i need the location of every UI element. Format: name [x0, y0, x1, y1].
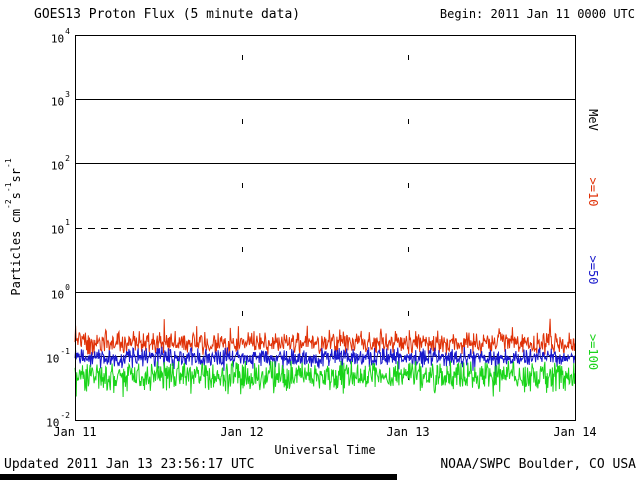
y-tick-base: 10 — [50, 159, 65, 173]
begin-time-label: Begin: 2011 Jan 11 0000 UTC — [439, 7, 635, 21]
y-axis-title-sup: -1 — [4, 158, 13, 168]
y-tick-exp: -2 — [60, 411, 70, 420]
series-label-ge50: >=50 — [586, 255, 600, 285]
trace-series-0 — [74, 318, 576, 356]
y-tick-1e4: 104 — [20, 27, 70, 46]
source-attribution: NOAA/SWPC Boulder, CO USA — [440, 457, 636, 472]
y-tick-1e0: 100 — [20, 283, 70, 302]
y-axis-title: Particles cm-2s-1sr-1 — [4, 107, 24, 347]
series-label-ge100: >=100 — [586, 333, 600, 371]
plot-frame — [75, 35, 576, 421]
y-tick-1e1: 101 — [20, 218, 70, 237]
x-tick-jan12: Jan 12 — [220, 425, 264, 439]
y-tick-base: 10 — [50, 288, 65, 302]
y-tick-exp: 4 — [65, 27, 70, 36]
y-tick-1e-2: 10-2 — [20, 411, 70, 430]
x-tick-jan11: Jan 11 — [53, 425, 97, 439]
y-tick-1e3: 103 — [20, 90, 70, 109]
series-label-ge10: >=10 — [586, 177, 600, 207]
trace-series-2 — [74, 360, 576, 398]
x-tick-jan14: Jan 14 — [553, 425, 597, 439]
chart-title: GOES13 Proton Flux (5 minute data) — [34, 7, 301, 22]
y-tick-exp: 3 — [65, 90, 70, 99]
y-axis-title-sup: -2 — [4, 199, 13, 209]
updated-timestamp: Updated 2011 Jan 13 23:56:17 UTC — [4, 457, 255, 472]
y-tick-exp: 1 — [65, 218, 70, 227]
y-axis-title-text: sr — [9, 167, 23, 183]
y-tick-base: 10 — [50, 223, 65, 237]
x-tick-jan13: Jan 13 — [386, 425, 430, 439]
y-tick-base: 10 — [46, 352, 60, 366]
y-axis-title-text: Particles cm — [9, 208, 23, 296]
trace-series-1 — [74, 346, 576, 376]
y-tick-1e2: 102 — [20, 154, 70, 173]
y-axis-title-sup: -1 — [4, 182, 13, 193]
y-tick-exp: 0 — [65, 283, 70, 292]
bottom-edge-bar — [0, 474, 397, 480]
y-tick-1e-1: 10-1 — [20, 347, 70, 366]
y-tick-exp: -1 — [60, 347, 70, 356]
y-tick-base: 10 — [50, 32, 65, 46]
y-tick-base: 10 — [46, 416, 60, 430]
y-tick-base: 10 — [50, 95, 65, 109]
x-axis-title: Universal Time — [274, 443, 376, 457]
y-tick-exp: 2 — [65, 154, 70, 163]
